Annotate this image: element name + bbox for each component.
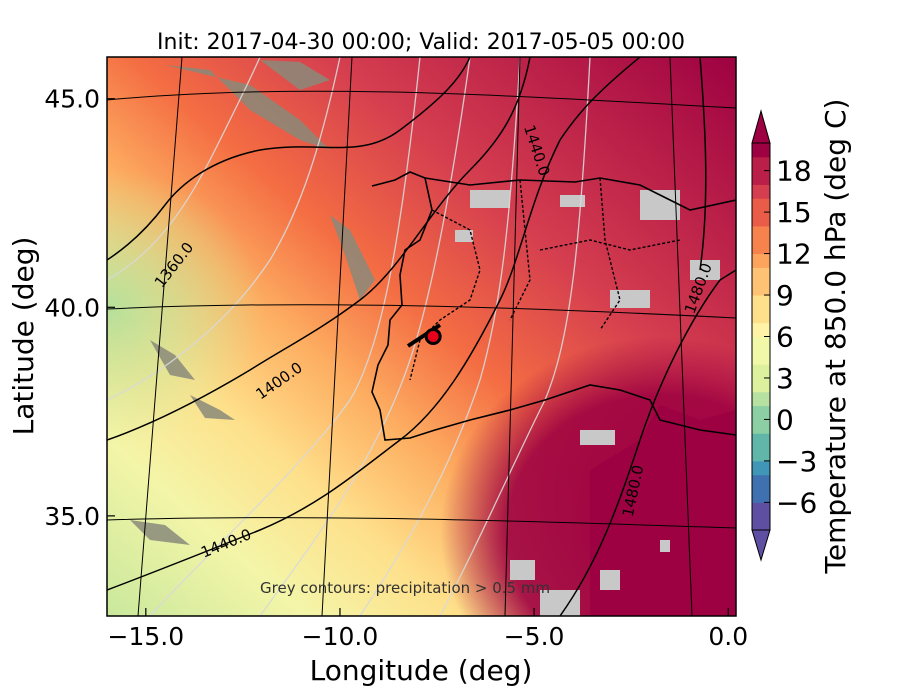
colorbar-tick-label: 18 — [776, 155, 812, 188]
colorbar-band — [752, 377, 770, 393]
colorbar-band — [752, 391, 770, 407]
colorbar-band — [752, 433, 770, 448]
colorbar-band — [752, 156, 770, 172]
x-tick-label: −5.0 — [504, 622, 565, 651]
colorbar-band — [752, 308, 770, 324]
x-axis-label: Longitude (deg) — [310, 654, 533, 687]
colorbar-band — [752, 198, 770, 213]
colorbar-band — [752, 364, 770, 379]
colorbar-band — [752, 253, 770, 268]
colorbar-extend-max — [751, 109, 771, 144]
graticule — [107, 57, 736, 616]
colorbar-band — [752, 460, 770, 476]
colorbar-tick-label: −6 — [776, 486, 817, 519]
colorbar-tick-label: 12 — [776, 238, 812, 271]
y-axis-ticks: 35.0 40.0 45.0 — [44, 85, 115, 531]
geopotential-contours — [107, 57, 736, 616]
colorbar-band — [752, 447, 770, 462]
colorbar-band — [752, 474, 770, 490]
y-axis-label: Latitude (deg) — [7, 237, 40, 436]
colorbar-band — [752, 502, 770, 517]
borders — [409, 177, 681, 381]
precipitation-note: Grey contours: precipitation > 0.5 mm — [260, 579, 550, 597]
x-tick-label: −15.0 — [108, 622, 185, 651]
colorbar-band — [752, 488, 770, 503]
y-tick-label: 45.0 — [44, 85, 100, 114]
colorbar-tick-label: 0 — [776, 403, 794, 436]
colorbar-band — [752, 143, 770, 158]
colorbar: −6 −3 0 3 6 9 12 15 18 — [751, 109, 817, 562]
colorbar-extend-min — [751, 529, 771, 562]
x-tick-label: −10.0 — [302, 622, 379, 651]
colorbar-band — [752, 336, 770, 351]
hot-region — [590, 405, 736, 616]
x-axis-ticks: −15.0 −10.0 −5.0 0.0 — [108, 608, 748, 651]
colorbar-tick-label: 6 — [776, 321, 794, 354]
colorbar-tick-label: −3 — [776, 445, 817, 478]
colorbar-band — [752, 170, 770, 185]
colorbar-tick-label: 9 — [776, 279, 794, 312]
colorbar-band — [752, 212, 770, 227]
colorbar-band — [752, 281, 770, 296]
y-tick-label: 40.0 — [44, 293, 100, 322]
colorbar-band — [752, 225, 770, 241]
colorbar-tick-label: 15 — [776, 196, 812, 229]
location-marker — [424, 328, 442, 345]
colorbar-band — [752, 184, 770, 199]
colorbar-label: Temperature at 850.0 hPa (deg C) — [819, 99, 852, 575]
y-tick-label: 35.0 — [44, 502, 100, 531]
colorbar-band — [752, 405, 770, 420]
x-tick-label: 0.0 — [708, 622, 748, 651]
precipitation-patches — [455, 190, 720, 616]
colorbar-tick-label: 3 — [776, 362, 794, 395]
colorbar-band — [752, 295, 770, 310]
plot-frame — [106, 56, 737, 617]
chart-title: Init: 2017-04-30 00:00; Valid: 2017-05-0… — [157, 30, 685, 55]
temperature-contours — [107, 57, 591, 616]
colorbar-band — [752, 419, 770, 434]
colorbar-band — [752, 239, 770, 255]
colorbar-band — [752, 516, 770, 531]
colorbar-band — [752, 350, 770, 365]
colorbar-band — [752, 322, 770, 337]
colorbar-band — [752, 267, 770, 282]
